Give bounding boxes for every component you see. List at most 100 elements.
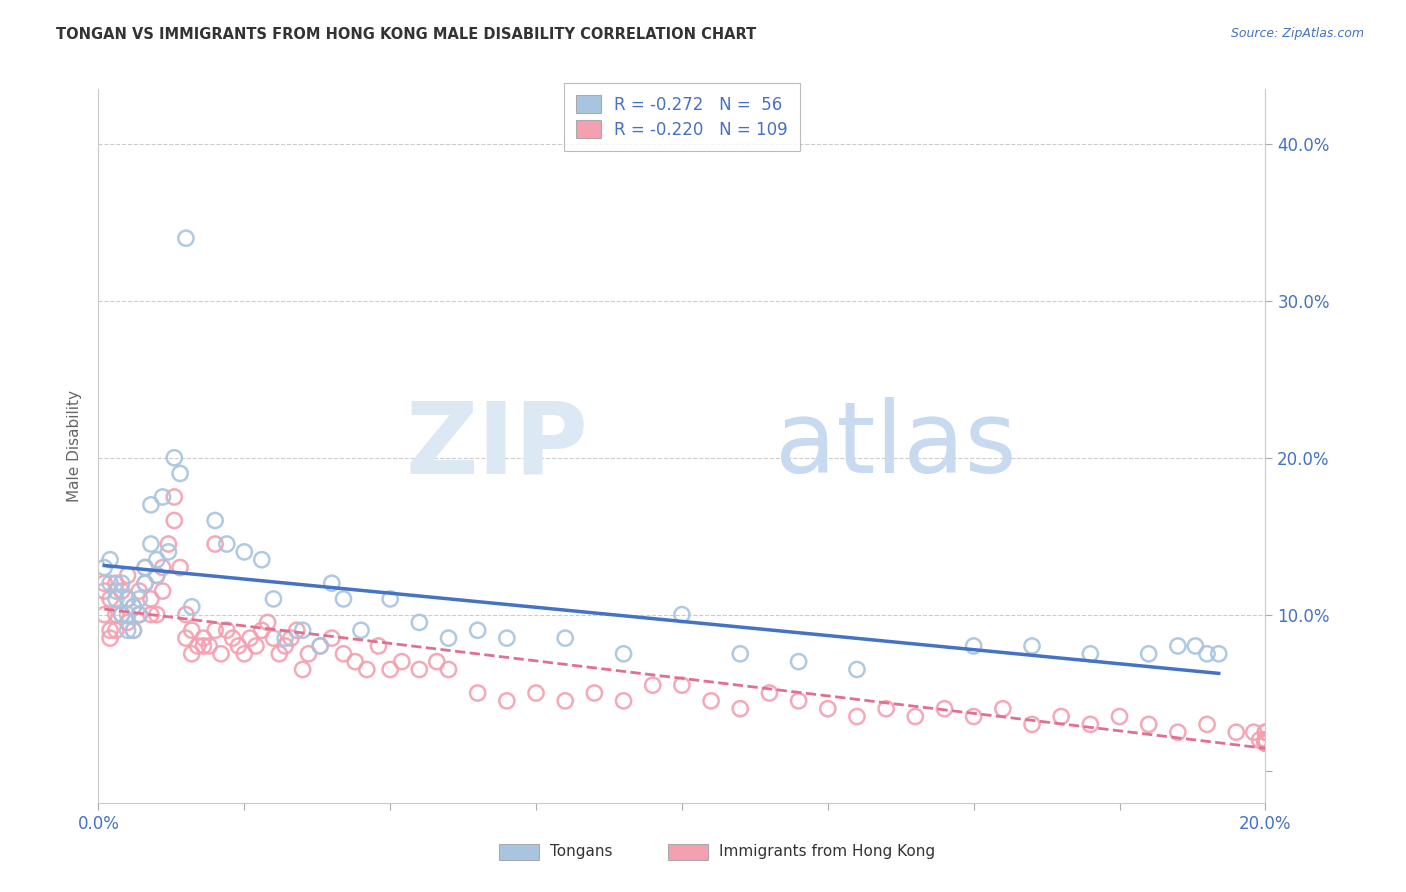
Point (128, 584, 150, 599)
Point (356, 663, 378, 677)
Point (1225, 725, 1247, 739)
Text: Source: ZipAtlas.com: Source: ZipAtlas.com (1230, 27, 1364, 40)
Point (1254, 725, 1277, 739)
Point (134, 560, 156, 574)
Point (1021, 717, 1043, 731)
Point (204, 624, 226, 638)
Point (787, 655, 810, 669)
Point (146, 552, 169, 566)
Point (269, 647, 291, 661)
Point (467, 686, 489, 700)
Point (93, 576, 115, 591)
Point (111, 584, 134, 599)
Point (367, 639, 389, 653)
Point (122, 599, 145, 614)
Point (104, 576, 127, 591)
Point (1080, 647, 1102, 661)
Point (391, 655, 413, 669)
Point (146, 607, 169, 622)
Y-axis label: Male Disability: Male Disability (67, 390, 83, 502)
Point (204, 537, 226, 551)
Point (309, 639, 332, 653)
Point (641, 678, 664, 692)
Point (344, 655, 367, 669)
Point (233, 545, 256, 559)
Point (98, 576, 121, 591)
Point (332, 647, 354, 661)
Point (426, 655, 449, 669)
Point (152, 490, 174, 504)
Point (256, 615, 278, 630)
Point (215, 624, 238, 638)
Point (221, 631, 243, 645)
Point (758, 686, 780, 700)
Point (169, 467, 191, 481)
Point (495, 694, 517, 708)
Point (187, 639, 209, 653)
Point (845, 709, 868, 723)
Point (198, 639, 221, 653)
Point (128, 607, 150, 622)
Point (1184, 639, 1206, 653)
Point (1254, 733, 1277, 747)
Point (93, 607, 115, 622)
Point (1243, 725, 1265, 739)
Point (117, 568, 139, 582)
Point (117, 591, 139, 606)
Point (98, 631, 121, 645)
Point (169, 560, 191, 574)
Point (408, 663, 430, 677)
Point (1021, 639, 1043, 653)
Point (215, 537, 238, 551)
Text: Immigrants from Hong Kong: Immigrants from Hong Kong (718, 845, 935, 859)
Point (700, 694, 723, 708)
Point (671, 607, 693, 622)
Point (262, 631, 284, 645)
Point (1254, 733, 1277, 747)
Point (134, 576, 156, 591)
Point (262, 591, 284, 606)
Point (1249, 733, 1271, 747)
Point (122, 624, 145, 638)
Point (991, 702, 1014, 716)
Point (104, 624, 127, 638)
Point (174, 231, 197, 245)
Text: ZIP: ZIP (406, 398, 589, 494)
Point (98, 624, 121, 638)
Point (163, 490, 186, 504)
Point (554, 631, 576, 645)
Point (1254, 733, 1277, 747)
Point (233, 647, 256, 661)
Point (180, 647, 202, 661)
Point (93, 560, 115, 574)
Point (139, 607, 162, 622)
Point (245, 639, 267, 653)
Point (1208, 647, 1230, 661)
Point (728, 702, 751, 716)
Point (321, 631, 343, 645)
Point (1254, 733, 1277, 747)
Point (524, 686, 547, 700)
Point (239, 631, 262, 645)
Point (250, 552, 273, 566)
Point (962, 639, 984, 653)
Point (174, 631, 197, 645)
Legend: R = -0.272   N =  56, R = -0.220   N = 109: R = -0.272 N = 56, R = -0.220 N = 109 (564, 83, 800, 151)
Point (495, 631, 517, 645)
Point (291, 624, 314, 638)
Point (350, 624, 373, 638)
Point (98, 591, 121, 606)
Point (274, 631, 297, 645)
Point (193, 631, 215, 645)
Point (111, 607, 134, 622)
Point (146, 568, 169, 582)
Point (612, 694, 634, 708)
Point (1254, 736, 1277, 750)
Point (180, 624, 202, 638)
Point (904, 709, 927, 723)
Point (152, 560, 174, 574)
Point (309, 639, 332, 653)
Point (117, 591, 139, 606)
Point (1080, 717, 1102, 731)
Point (111, 607, 134, 622)
